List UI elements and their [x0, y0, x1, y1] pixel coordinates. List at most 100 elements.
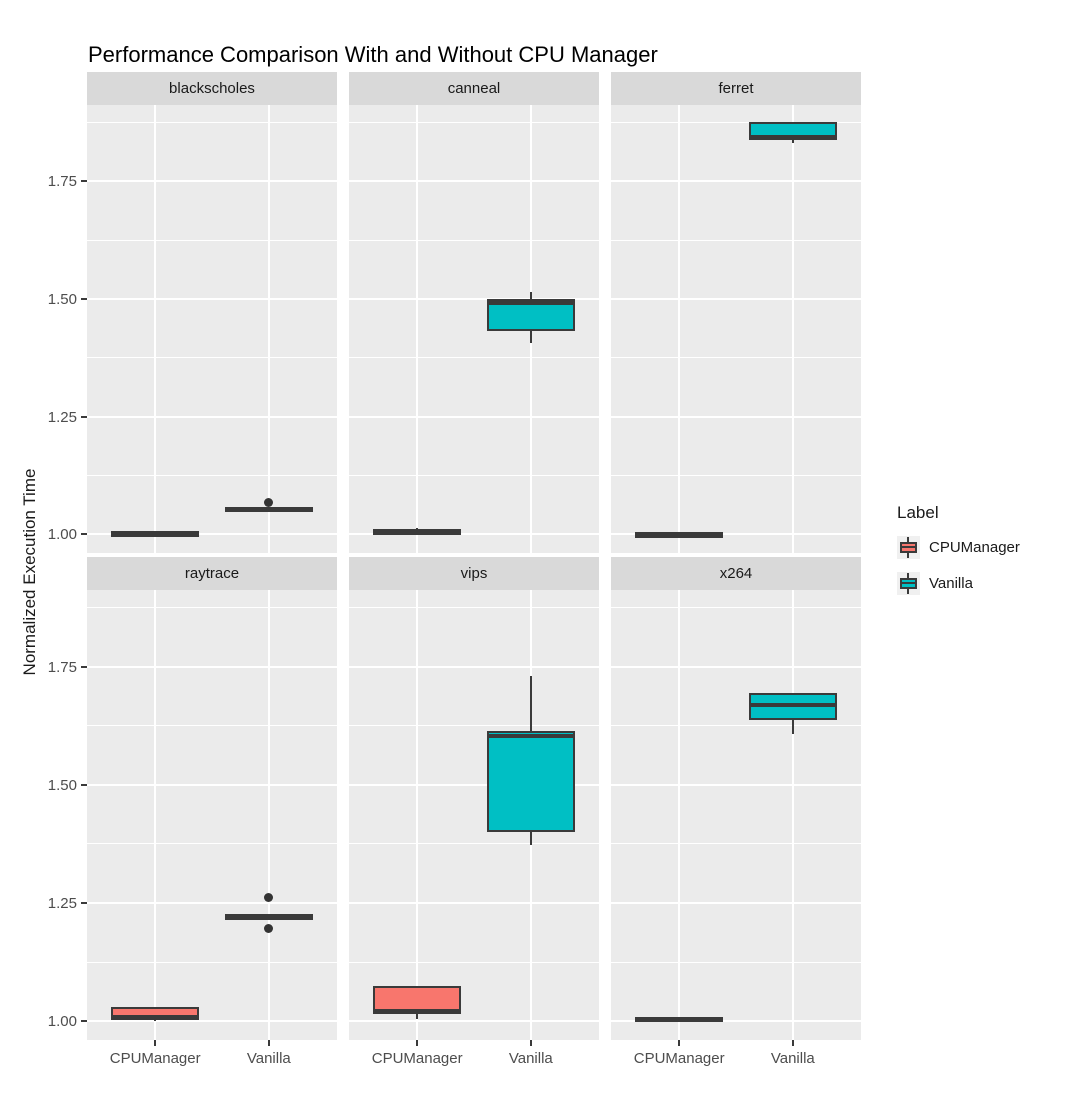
gridline-minor [87, 357, 337, 359]
gridline-vertical [791, 105, 794, 553]
gridline-minor [349, 843, 599, 845]
y-tick-label: 1.75 [47, 658, 77, 676]
gridline-minor [87, 239, 337, 241]
gridline-minor [611, 725, 861, 727]
gridline-minor [87, 474, 337, 476]
gridline-major [611, 533, 861, 536]
box-rect [486, 731, 575, 832]
y-tick-label: 1.75 [47, 173, 77, 191]
x-tick-label: CPUManager [633, 1050, 725, 1067]
facet-strip-vips: vips [349, 557, 599, 590]
x-tick-mark [267, 1040, 270, 1046]
gridline-major [611, 1020, 861, 1023]
legend-title: Label [897, 503, 939, 522]
legend-key-icon [897, 536, 920, 559]
gridline-minor [611, 961, 861, 963]
box-median-line [748, 703, 837, 708]
outlier-point [264, 923, 274, 933]
outlier-point [264, 497, 274, 507]
outlier-point [264, 893, 274, 903]
gridline-major [349, 180, 599, 183]
gridline-major [87, 415, 337, 418]
gridline-minor [611, 474, 861, 476]
box-median-line [224, 914, 313, 919]
gridline-vertical [791, 590, 794, 1040]
gridline-major [611, 665, 861, 668]
y-tick-mark [81, 297, 87, 300]
gridline-minor [349, 725, 599, 727]
gridline-major [611, 297, 861, 300]
legend-entry-label: Vanilla [929, 575, 973, 592]
facet-strip-x264: x264 [611, 557, 861, 590]
x-tick-mark [154, 1040, 157, 1046]
y-tick-mark [81, 415, 87, 418]
y-tick-mark [81, 180, 87, 183]
facet-panel-ferret [611, 105, 861, 553]
gridline-minor [349, 961, 599, 963]
y-tick-label: 1.50 [47, 290, 77, 308]
gridline-major [87, 297, 337, 300]
x-tick-mark [791, 1040, 794, 1046]
gridline-minor [349, 239, 599, 241]
gridline-minor [349, 474, 599, 476]
gridline-major [611, 783, 861, 786]
y-tick-mark [81, 1020, 87, 1023]
facet-strip-raytrace: raytrace [87, 557, 337, 590]
gridline-major [87, 783, 337, 786]
facet-strip-ferret: ferret [611, 72, 861, 105]
gridline-minor [87, 606, 337, 608]
box-median-line [224, 507, 313, 512]
gridline-minor [349, 606, 599, 608]
y-tick-label: 1.00 [47, 1013, 77, 1031]
gridline-major [349, 415, 599, 418]
y-tick-label: 1.50 [47, 776, 77, 794]
facet-strip-blackscholes: blackscholes [87, 72, 337, 105]
box-median-line [635, 1017, 724, 1022]
gridline-major [87, 180, 337, 183]
gridline-minor [87, 121, 337, 123]
x-tick-mark [416, 1040, 419, 1046]
legend-entry: Vanilla [897, 572, 1020, 595]
gridline-vertical [416, 590, 419, 1040]
x-tick-label: Vanilla [508, 1050, 553, 1067]
x-tick-label: Vanilla [246, 1050, 291, 1067]
legend-key-icon [897, 572, 920, 595]
gridline-vertical [678, 105, 681, 553]
gridline-major [349, 297, 599, 300]
gridline-minor [611, 239, 861, 241]
gridline-minor [611, 121, 861, 123]
gridline-major [87, 901, 337, 904]
gridline-major [87, 1020, 337, 1023]
gridline-major [611, 415, 861, 418]
x-tick-label: CPUManager [371, 1050, 463, 1067]
x-tick-label: CPUManager [109, 1050, 201, 1067]
gridline-major [611, 180, 861, 183]
y-tick-label: 1.25 [47, 894, 77, 912]
facet-panel-x264 [611, 590, 861, 1040]
box-median-line [635, 531, 724, 536]
y-tick-mark [81, 783, 87, 786]
legend-key-median [900, 582, 917, 584]
box-median-line [486, 301, 575, 306]
gridline-major [349, 665, 599, 668]
gridline-minor [87, 725, 337, 727]
facet-panel-blackscholes [87, 105, 337, 553]
facet-panel-vips [349, 590, 599, 1040]
gridline-minor [349, 121, 599, 123]
facet-panel-raytrace [87, 590, 337, 1040]
gridline-vertical [678, 590, 681, 1040]
gridline-minor [349, 357, 599, 359]
legend-entry-label: CPUManager [929, 539, 1020, 556]
gridline-minor [87, 843, 337, 845]
legend: Label CPUManager Vanilla [897, 503, 1020, 595]
box-median-line [373, 531, 462, 536]
gridline-vertical [154, 590, 157, 1040]
x-tick-mark [529, 1040, 532, 1046]
gridline-major [349, 533, 599, 536]
legend-key-median [900, 546, 917, 548]
chart-title: Performance Comparison With and Without … [88, 42, 658, 67]
y-tick-label: 1.00 [47, 526, 77, 544]
y-tick-mark [81, 901, 87, 904]
box-median-line [111, 531, 200, 536]
